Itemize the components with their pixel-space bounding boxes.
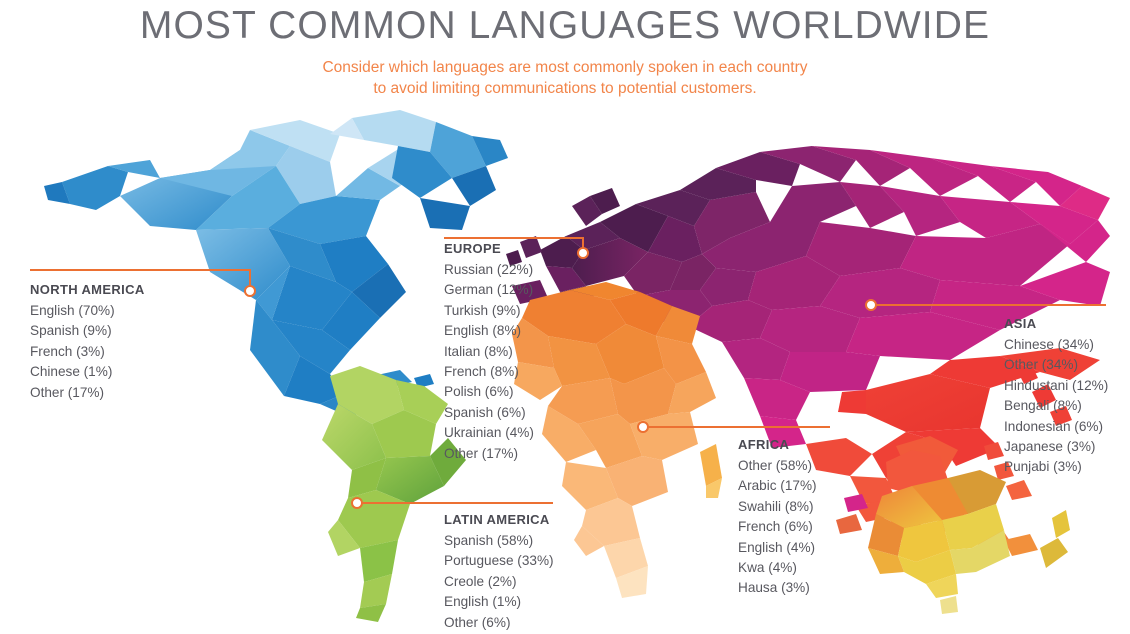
subtitle-line-2: to avoid limiting communications to pote… [373,80,757,97]
subtitle-line-1: Consider which languages are most common… [322,59,808,76]
list-item: Punjabi (3%) [1004,459,1082,475]
list-item: English (1%) [444,594,522,610]
list-item: Polish (6%) [444,384,514,400]
list-item: French (8%) [444,364,519,380]
list-item: Swahili (8%) [738,498,814,514]
list-item: Bengali (8%) [1004,398,1082,414]
region-block-north-america: NORTH AMERICA English (70%) Spanish (9%)… [30,282,145,403]
list-item: Indonesian (6%) [1004,418,1103,434]
language-list-africa: Other (58%) Arabic (17%) Swahili (8%) Fr… [738,456,817,599]
list-item: French (6%) [738,519,813,535]
list-item: Other (58%) [738,458,813,473]
list-item: Chinese (34%) [1004,337,1094,352]
list-item: Spanish (6%) [444,404,526,420]
list-item: Other (17%) [30,384,105,400]
language-list-latin-america: Spanish (58%) Portuguese (33%) Creole (2… [444,531,554,633]
list-item: Russian (22%) [444,262,534,277]
list-item: Hindustani (12%) [1004,377,1109,393]
region-heading-asia: ASIA [1004,316,1037,331]
list-item: Other (17%) [444,445,519,461]
list-item: Chinese (1%) [30,364,113,380]
language-list-europe: Russian (22%) German (12%) Turkish (9%) … [444,260,534,464]
list-item: English (70%) [30,303,115,318]
list-item: English (8%) [444,323,522,339]
list-item: Other (6%) [444,614,511,630]
list-item: German (12%) [444,282,534,298]
list-item: Italian (8%) [444,343,513,359]
language-list-north-america: English (70%) Spanish (9%) French (3%) C… [30,301,145,403]
list-item: Spanish (58%) [444,533,534,548]
map-region-europe [506,146,1110,448]
page-subtitle: Consider which languages are most common… [0,57,1130,99]
list-item: Turkish (9%) [444,302,521,318]
language-list-asia: Chinese (34%) Other (34%) Hindustani (12… [1004,335,1108,478]
list-item: Hausa (3%) [738,580,810,596]
list-item: Other (34%) [1004,357,1079,373]
list-item: Creole (2%) [444,573,517,589]
list-item: French (3%) [30,343,105,359]
list-item: Ukrainian (4%) [444,425,534,441]
map-region-latin-america [322,366,466,622]
region-block-europe: EUROPE Russian (22%) German (12%) Turkis… [444,241,534,464]
region-heading-north-america: NORTH AMERICA [30,282,145,297]
region-heading-africa: AFRICA [738,437,790,452]
map-region-africa [512,282,722,598]
list-item: Japanese (3%) [1004,439,1096,455]
region-block-asia: ASIA Chinese (34%) Other (34%) Hindustan… [1004,316,1108,478]
map-region-north-america [44,110,508,418]
region-heading-latin-america: LATIN AMERICA [444,512,550,527]
list-item: Arabic (17%) [738,478,817,494]
list-item: Spanish (9%) [30,323,112,339]
list-item: Kwa (4%) [738,560,797,576]
region-heading-europe: EUROPE [444,241,502,256]
region-block-latin-america: LATIN AMERICA Spanish (58%) Portuguese (… [444,512,554,633]
list-item: English (4%) [738,539,816,555]
map-region-oceania [868,436,1070,614]
list-item: Portuguese (33%) [444,553,554,569]
page-title: MOST COMMON LANGUAGES WORLDWIDE [139,4,991,47]
region-block-africa: AFRICA Other (58%) Arabic (17%) Swahili … [738,437,817,599]
